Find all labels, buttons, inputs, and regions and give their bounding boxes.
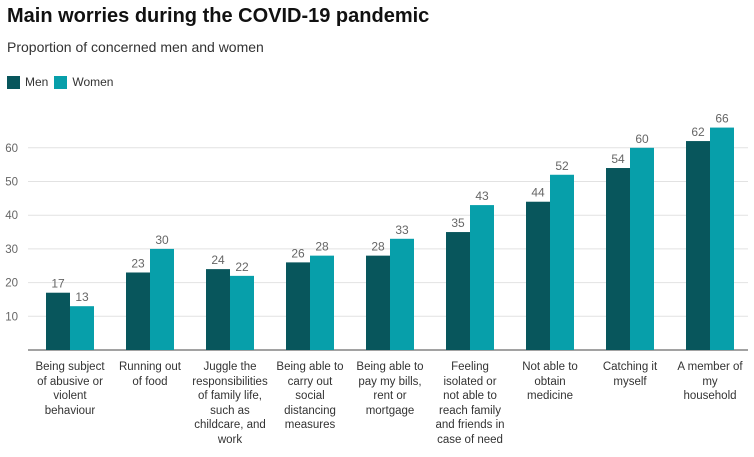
x-tick-label-line: Juggle the [203, 361, 257, 373]
bar-women [470, 205, 494, 350]
data-label-women: 60 [635, 132, 649, 146]
x-tick-label-line: reach family [439, 404, 501, 417]
x-tick-label-line: distancing [284, 404, 336, 417]
x-tick-label-line: Being able to [356, 361, 424, 373]
x-tick-label-line: Running out [118, 361, 182, 373]
bar-men [446, 232, 470, 350]
x-tick-label-line: A member of [677, 361, 743, 373]
x-tick-label-line: work [217, 433, 243, 446]
bar-women [230, 275, 254, 350]
chart-subtitle: Proportion of concerned men and women [7, 39, 264, 55]
data-label-men: 24 [211, 253, 225, 267]
data-label-women: 13 [75, 290, 89, 304]
x-tick-label-line: carry out [287, 375, 333, 388]
x-tick-label-line: myself [613, 375, 647, 388]
bar-women [70, 306, 94, 350]
x-tick-label: Feeling isolated or not able to reach famil… [430, 360, 510, 447]
x-tick-label: Running out of food [110, 360, 190, 389]
bar-women [710, 127, 734, 350]
bar-women [630, 147, 654, 350]
bar-women [390, 238, 414, 350]
bar-men [286, 262, 310, 350]
x-tick-label-line: my [702, 375, 718, 388]
bar-women [550, 174, 574, 350]
x-tick-label-line: responsibilities [192, 375, 268, 388]
x-tick-label-line: obtain [534, 375, 566, 388]
data-label-women: 22 [235, 260, 249, 274]
data-label-women: 30 [155, 233, 169, 247]
y-tick-label: 10 [5, 311, 18, 323]
data-label-men: 26 [291, 246, 305, 260]
data-label-men: 54 [611, 152, 625, 166]
x-tick-label: Catching it myself [590, 360, 670, 389]
x-tick-label-line: pay my bills, [358, 375, 422, 388]
x-tick-label-line: medicine [526, 390, 574, 402]
x-tick-label: Not able to obtain medicine [510, 360, 590, 404]
data-label-men: 62 [691, 125, 705, 139]
legend-item-men: Men [7, 75, 48, 89]
x-tick-label-line: measures [284, 419, 336, 431]
x-tick-label: A member of my household [670, 360, 750, 404]
y-tick-label: 60 [5, 143, 18, 155]
y-tick-label: 50 [5, 177, 18, 189]
legend-swatch-men [7, 75, 20, 89]
data-label-women: 33 [395, 223, 409, 237]
bar-men [686, 141, 710, 350]
bar-men [526, 201, 550, 350]
x-tick-label-line: childcare, and [194, 419, 266, 431]
data-label-men: 23 [131, 256, 145, 270]
y-tick-label: 40 [5, 210, 18, 222]
data-label-women: 43 [475, 189, 489, 203]
x-tick-label-line: behaviour [44, 404, 96, 417]
x-tick-label-line: social [295, 390, 325, 402]
x-tick-label-line: Being subject [35, 361, 105, 373]
bar-men [126, 272, 150, 350]
x-tick-label: Juggle the responsibilities of family life… [190, 360, 270, 447]
bar-men [206, 269, 230, 350]
data-label-men: 28 [371, 240, 385, 254]
data-label-men: 17 [51, 277, 65, 291]
x-tick-label: Being able to pay my bills, rent or mortgag… [350, 360, 430, 418]
data-label-men: 35 [451, 216, 465, 230]
bar-men [606, 168, 630, 350]
data-label-women: 52 [555, 159, 569, 173]
bar-men [366, 255, 390, 350]
x-tick-label-line: not able to [443, 390, 497, 402]
x-tick-label: Being able to carry out social distancing me… [270, 360, 350, 433]
x-tick-label-line: isolated or [443, 375, 497, 388]
x-tick-label-line: rent or [373, 390, 407, 402]
x-tick-label-line: case of need [437, 433, 503, 446]
x-tick-label-line: Feeling [451, 361, 489, 373]
x-tick-label-line: and friends in [435, 419, 505, 431]
x-tick-label-line: of family life, [198, 390, 262, 402]
x-tick-label-line: household [683, 390, 737, 402]
x-tick-label-line: Being able to [276, 361, 344, 373]
legend-label-men: Men [25, 75, 49, 89]
x-tick-label-line: Catching it [602, 361, 658, 373]
legend-item-women: Women [54, 75, 113, 89]
y-tick-label: 30 [5, 244, 18, 256]
bar-women [150, 248, 174, 350]
x-tick-label-line: violent [53, 390, 87, 402]
bar-women [310, 255, 334, 350]
y-tick-label: 20 [5, 278, 18, 290]
legend-label-women: Women [72, 75, 114, 89]
x-tick-label-line: such as [210, 404, 250, 417]
chart-title: Main worries during the COVID-19 pandemi… [7, 5, 430, 27]
data-label-women: 28 [315, 240, 329, 254]
bar-men [46, 292, 70, 350]
data-label-women: 66 [715, 112, 729, 126]
data-label-men: 44 [531, 186, 545, 200]
x-tick-label-line: Not able to [522, 361, 578, 373]
x-tick-label: Being subject of abusive or violent behavio… [30, 360, 110, 418]
x-tick-label-line: mortgage [365, 404, 415, 417]
legend: Men Women [7, 75, 119, 89]
x-tick-label-line: of food [132, 375, 168, 388]
x-tick-label-line: of abusive or [37, 375, 103, 388]
legend-swatch-women [54, 75, 68, 89]
